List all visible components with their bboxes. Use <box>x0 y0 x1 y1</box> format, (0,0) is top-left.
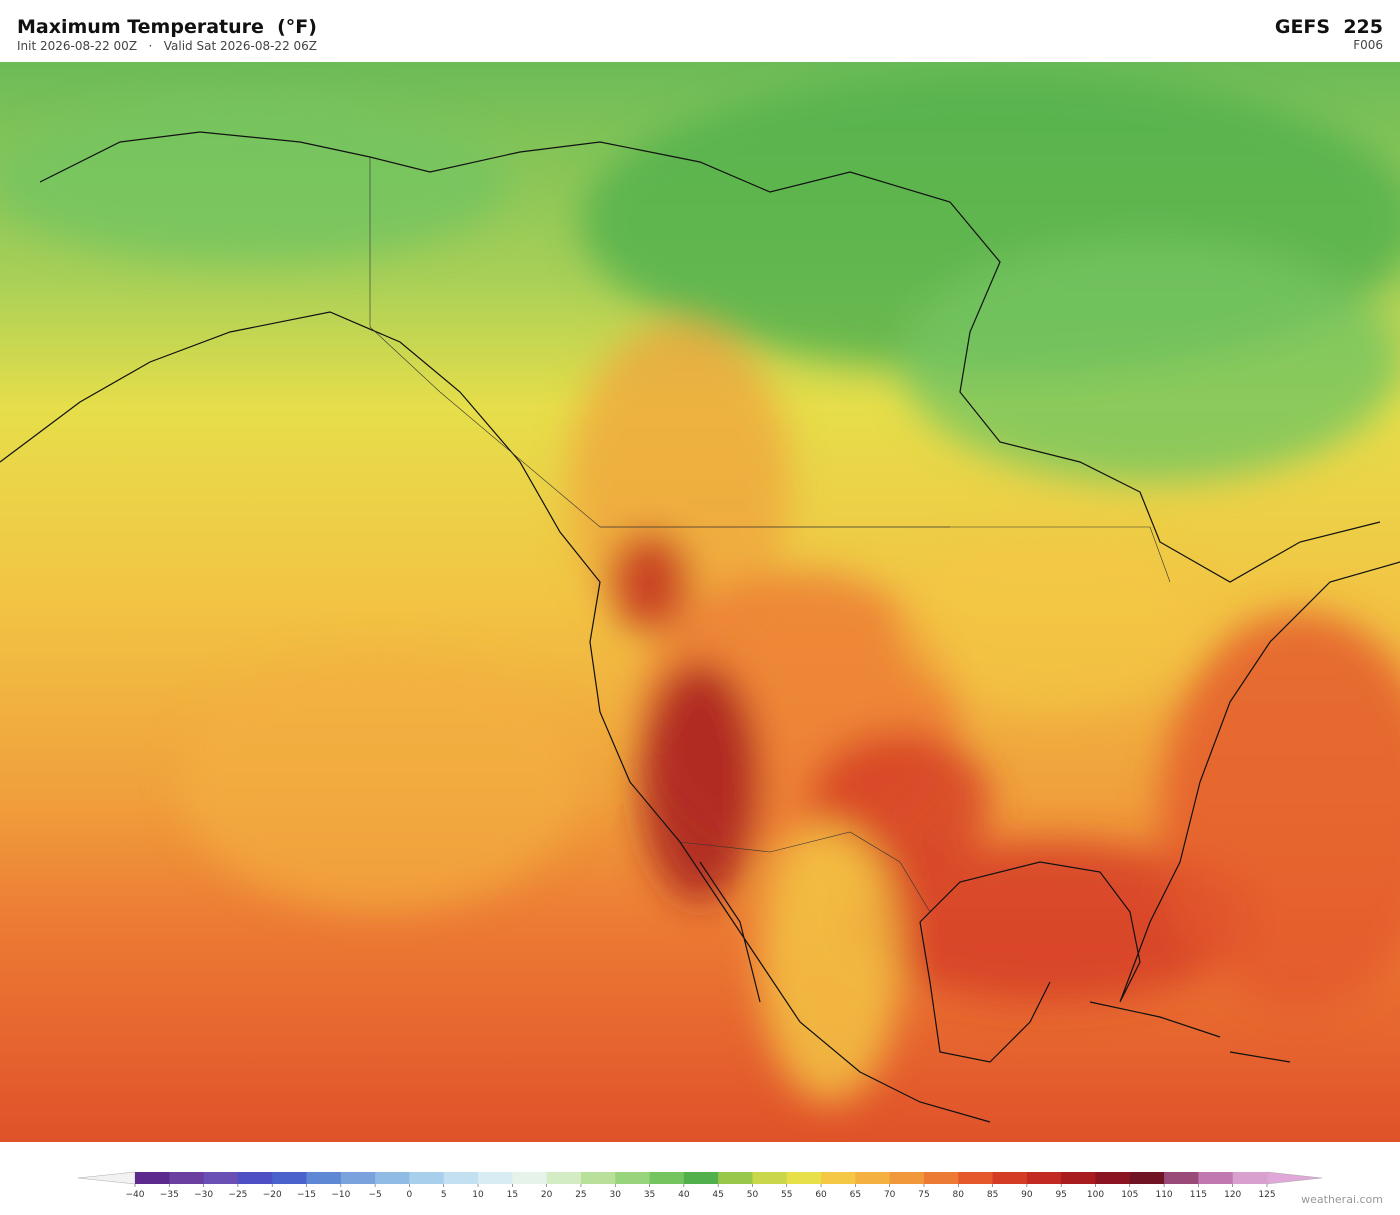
colorbar-bin <box>1061 1172 1096 1184</box>
colorbar-tick-label: 75 <box>918 1190 929 1200</box>
map-title: Maximum Temperature (°F) <box>17 16 317 38</box>
colorbar-tick-label: 85 <box>987 1190 998 1200</box>
colorbar-bin <box>992 1172 1028 1184</box>
colorbar-bin <box>306 1172 342 1184</box>
borders <box>369 157 1171 913</box>
coastlines <box>0 131 1400 1123</box>
colorbar-bin <box>649 1172 685 1184</box>
colorbar-tick-label: 0 <box>407 1190 413 1200</box>
colorbar-over <box>1266 1171 1323 1185</box>
colorbar-tick-label: −20 <box>263 1190 282 1200</box>
colorbar-tick-label: 5 <box>441 1190 447 1200</box>
forecast-hour: F006 <box>1353 38 1383 52</box>
map-subtitle: Init 2026-08-22 00Z · Valid Sat 2026-08-… <box>17 39 318 53</box>
colorbar-tick-label: 50 <box>747 1190 759 1200</box>
colorbar-tick-label: 120 <box>1224 1190 1241 1200</box>
colorbar-bin <box>889 1172 925 1184</box>
colorbar-tick-label: 55 <box>781 1190 792 1200</box>
colorbar-tick-label: 95 <box>1055 1190 1066 1200</box>
colorbar-tick-label: 15 <box>507 1190 518 1200</box>
colorbar-bin <box>958 1172 994 1184</box>
colorbar-bin <box>786 1172 822 1184</box>
colorbar-tick-label: 10 <box>472 1190 484 1200</box>
colorbar-tick-label: 105 <box>1121 1190 1138 1200</box>
colorbar-tick-label: 60 <box>815 1190 827 1200</box>
colorbar-bin <box>1198 1172 1234 1184</box>
colorbar-tick-label: 30 <box>610 1190 622 1200</box>
colorbar-bin <box>409 1172 445 1184</box>
colorbar-tick-label: 115 <box>1190 1190 1207 1200</box>
colorbar-bin <box>580 1172 616 1184</box>
colorbar-tick-label: 100 <box>1087 1190 1104 1200</box>
colorbar: −40 −35 −30 −25 −20 −15 −10 −5 0 5 10 15 20 25 30 35 40 4… <box>77 1171 1323 1200</box>
colorbar-bin <box>135 1172 170 1184</box>
colorbar-bin <box>1095 1172 1131 1184</box>
colorbar-tick-label: 25 <box>575 1190 586 1200</box>
colorbar-bin <box>169 1172 205 1184</box>
colorbar-tick-label: 40 <box>678 1190 690 1200</box>
colorbar-bin <box>443 1172 479 1184</box>
colorbar-bin <box>821 1172 856 1184</box>
credit: weatherai.com <box>1301 1193 1383 1206</box>
colorbar-bin <box>203 1172 239 1184</box>
colorbar-tick-label: 45 <box>712 1190 723 1200</box>
colorbar-bin <box>683 1172 719 1184</box>
colorbar-tick-label: −15 <box>297 1190 316 1200</box>
colorbar-tick-label: 35 <box>644 1190 655 1200</box>
colorbar-bin <box>752 1172 788 1184</box>
colorbar-bin <box>237 1172 273 1184</box>
colorbar-bin <box>1164 1172 1199 1184</box>
colorbar-bin <box>1026 1172 1062 1184</box>
colorbar-tick-label: 20 <box>541 1190 553 1200</box>
colorbar-bin <box>1129 1172 1165 1184</box>
colorbar-bin <box>340 1172 376 1184</box>
colorbar-tick-label: −35 <box>160 1190 179 1200</box>
map <box>0 62 1400 1142</box>
colorbar-tick-label: −10 <box>331 1190 350 1200</box>
colorbar-tick-label: −30 <box>194 1190 213 1200</box>
colorbar-bin <box>546 1172 582 1184</box>
colorbar-bin <box>718 1172 753 1184</box>
colorbar-tick-label: −5 <box>368 1190 381 1200</box>
colorbar-bin <box>1232 1172 1268 1184</box>
colorbar-tick-label: 70 <box>884 1190 896 1200</box>
colorbar-tick-label: 65 <box>850 1190 861 1200</box>
colorbar-bin <box>512 1172 548 1184</box>
temperature-field <box>0 72 1400 1102</box>
colorbar-tick-label: −25 <box>228 1190 247 1200</box>
colorbar-bin <box>375 1172 410 1184</box>
model-label: GEFS 225 <box>1274 16 1383 38</box>
colorbar-tick-label: 110 <box>1155 1190 1172 1200</box>
colorbar-bin <box>615 1172 651 1184</box>
colorbar-bin <box>272 1172 308 1184</box>
colorbar-tick-label: −40 <box>126 1190 145 1200</box>
colorbar-bin <box>923 1172 959 1184</box>
colorbar-bin <box>478 1172 513 1184</box>
colorbar-bin <box>855 1172 891 1184</box>
colorbar-tick-label: 80 <box>953 1190 965 1200</box>
colorbar-under <box>77 1171 136 1185</box>
colorbar-tick-label: 90 <box>1021 1190 1033 1200</box>
colorbar-tick-label: 125 <box>1258 1190 1275 1200</box>
